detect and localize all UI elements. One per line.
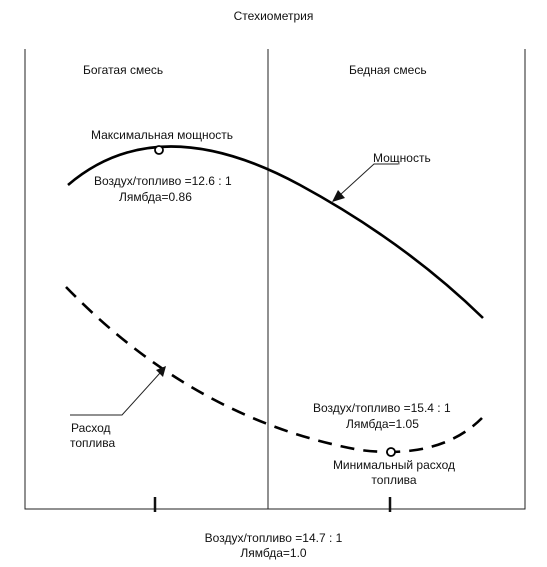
fuel-arrowhead xyxy=(156,366,166,377)
max-power-marker xyxy=(154,145,164,155)
diagram-title: Стехиометрия xyxy=(233,9,314,23)
lean-mixture-label: Бедная смесь xyxy=(349,63,427,77)
diagram-frame xyxy=(24,49,526,510)
max-power-lambda: Лямбда=0.86 xyxy=(119,190,192,204)
rich-mixture-label: Богатая смесь xyxy=(83,63,164,77)
min-fuel-label-line2: топлива xyxy=(371,473,417,487)
power-curve-label: Мощность xyxy=(373,151,431,165)
power-label-leader xyxy=(339,163,398,196)
power-curve xyxy=(67,145,484,319)
stoichiometric-lambda: Лямбда=1.0 xyxy=(240,546,307,560)
power-arrowhead xyxy=(332,190,345,202)
max-power-ratio: Воздух/топливо =12.6 : 1 xyxy=(94,174,232,188)
fuel-curve-label-line1: Расход xyxy=(71,421,111,435)
min-fuel-label-line1: Минимальный расход xyxy=(332,458,456,472)
min-fuel-ratio: Воздух/топливо =15.4 : 1 xyxy=(313,401,451,415)
max-power-label: Максимальная мощность xyxy=(90,128,234,142)
min-fuel-lambda: Лямбда=1.05 xyxy=(346,417,419,431)
fuel-label-leader xyxy=(70,372,161,416)
min-fuel-marker xyxy=(386,447,396,457)
stoichiometric-ratio: Воздух/топливо =14.7 : 1 xyxy=(204,531,343,545)
fuel-consumption-curve xyxy=(65,286,483,454)
fuel-curve-label-line2: топлива xyxy=(70,436,116,450)
